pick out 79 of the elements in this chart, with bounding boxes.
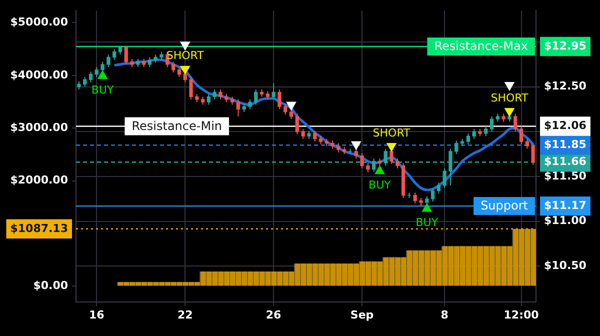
candlestick bbox=[436, 182, 441, 194]
candlestick bbox=[490, 116, 494, 132]
candlestick bbox=[106, 54, 110, 68]
y2-tick-label: $11.17 bbox=[544, 198, 586, 212]
ref-line-label: Resistance-Min bbox=[132, 118, 222, 133]
candlestick bbox=[94, 66, 98, 78]
candlestick bbox=[390, 148, 394, 164]
candlestick bbox=[88, 71, 93, 83]
candlestick bbox=[236, 98, 240, 117]
point bbox=[386, 142, 397, 152]
candlestick bbox=[514, 113, 518, 132]
text: SHORT bbox=[372, 126, 410, 140]
point bbox=[286, 102, 296, 111]
text: BUY bbox=[416, 216, 438, 230]
point bbox=[180, 66, 190, 75]
y-tick-label: $1087.13 bbox=[10, 222, 68, 235]
y-tick-label: $2000.00 bbox=[10, 174, 68, 187]
candlestick bbox=[372, 158, 376, 172]
text: BUY bbox=[91, 83, 114, 96]
y2-tick-label: $11.50 bbox=[544, 169, 587, 182]
ref-line-label: Resistance-Max bbox=[434, 39, 528, 54]
candlestick bbox=[272, 82, 276, 100]
candlestick bbox=[354, 148, 358, 160]
candlestick bbox=[218, 89, 222, 100]
candlestick bbox=[171, 61, 176, 73]
candlestick bbox=[254, 89, 258, 106]
point bbox=[504, 108, 515, 118]
candlestick bbox=[284, 103, 288, 116]
candlestick bbox=[531, 142, 535, 166]
x-tick-label: 12:00 bbox=[504, 308, 540, 322]
candlestick bbox=[360, 152, 364, 169]
candlestick bbox=[212, 89, 216, 100]
candlestick bbox=[454, 140, 458, 155]
x-tick-label: 8 bbox=[440, 308, 448, 322]
point bbox=[180, 42, 190, 51]
candlestick bbox=[278, 89, 282, 110]
point bbox=[350, 141, 362, 150]
candlestick bbox=[472, 128, 476, 140]
x-tick-label: 16 bbox=[88, 308, 105, 322]
y-tick-label: $5000.00 bbox=[10, 16, 68, 29]
candlestick bbox=[183, 71, 187, 83]
y2-tick-label: $11.00 bbox=[544, 214, 587, 228]
candlestick bbox=[100, 61, 104, 73]
candlestick bbox=[301, 128, 305, 140]
x-tick-label: 26 bbox=[266, 308, 282, 322]
candlestick bbox=[83, 76, 87, 88]
candlestick bbox=[189, 76, 193, 100]
y-tick-label: $3000.00 bbox=[10, 120, 68, 134]
candlestick bbox=[177, 66, 182, 78]
x-tick-label: 22 bbox=[177, 308, 193, 322]
ref-line-label: Support bbox=[480, 198, 528, 213]
series-label: BUY bbox=[368, 178, 392, 192]
candlestick bbox=[396, 158, 400, 169]
candlestick bbox=[112, 48, 116, 60]
candlestick bbox=[248, 98, 252, 110]
y2-tick-label: $12.95 bbox=[544, 39, 586, 52]
y-tick-label: $0.00 bbox=[33, 279, 68, 292]
y2-tick-label: $12.50 bbox=[544, 80, 587, 93]
candlestick bbox=[295, 113, 299, 135]
candlestick bbox=[442, 168, 446, 189]
y2-tick-label: $11.66 bbox=[544, 154, 587, 168]
candlestick bbox=[289, 108, 294, 120]
candlestick bbox=[525, 138, 529, 150]
text: SHORT bbox=[490, 91, 528, 104]
candlestick bbox=[148, 56, 152, 68]
candlestick bbox=[430, 188, 435, 202]
y2-tick-label: $10.50 bbox=[544, 258, 587, 272]
y2-tick-label: $11.85 bbox=[544, 138, 586, 151]
candlestick bbox=[466, 132, 470, 145]
point bbox=[504, 82, 515, 92]
candlestick bbox=[413, 192, 417, 204]
candlestick bbox=[206, 93, 211, 106]
candlestick bbox=[124, 46, 128, 65]
x-tick-label: Sep bbox=[350, 308, 374, 322]
y-tick-label: $4000.00 bbox=[10, 68, 68, 82]
candlestick bbox=[484, 126, 488, 137]
candlestick bbox=[519, 126, 524, 145]
y2-tick-label: $12.06 bbox=[544, 119, 587, 132]
candlestick bbox=[313, 130, 317, 142]
